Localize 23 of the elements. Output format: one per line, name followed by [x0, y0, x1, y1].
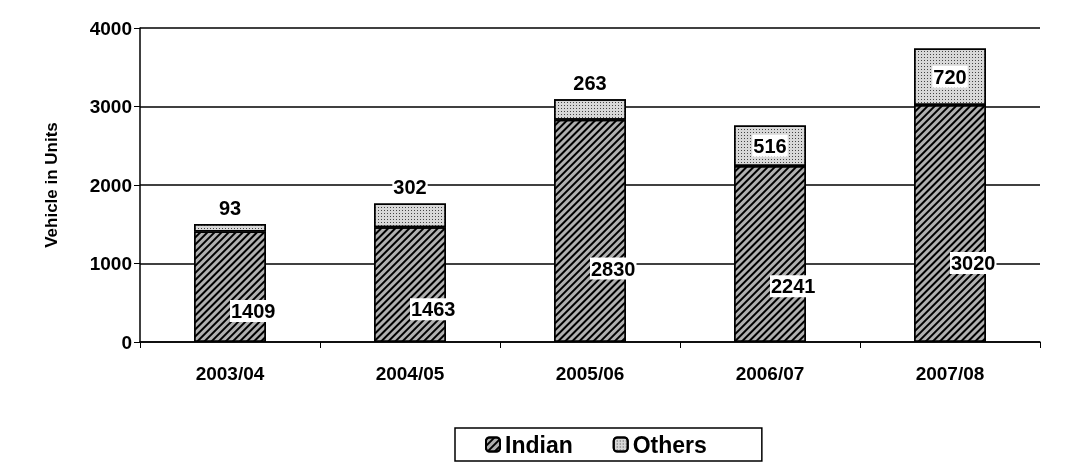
x-tick-label: 2006/07	[735, 363, 805, 384]
x-tick-label: 2005/06	[555, 363, 625, 384]
data-label: 302	[393, 176, 427, 199]
data-label: 93	[218, 197, 242, 220]
data-label: 1409	[231, 299, 276, 322]
x-tick-label: 2007/08	[915, 363, 985, 384]
y-tick-label: 3000	[89, 96, 132, 117]
data-label: 720	[933, 65, 967, 88]
x-tick-label: 2003/04	[195, 363, 265, 384]
y-tick-label: 0	[121, 331, 132, 353]
x-tick-label: 2004/05	[375, 363, 445, 384]
y-tick-label: 1000	[89, 253, 132, 274]
data-label: 1463	[411, 298, 456, 321]
data-label: 516	[753, 134, 787, 157]
legend-label: Indian	[505, 431, 573, 458]
y-tick-label: 2000	[89, 174, 132, 196]
legend-label: Others	[632, 431, 707, 458]
y-axis-title: Vehicle in Units	[42, 122, 61, 248]
data-label: 3020	[951, 251, 996, 274]
y-tick-label: 4000	[89, 17, 132, 39]
data-label: 2241	[771, 275, 816, 298]
data-label: 263	[573, 72, 607, 95]
data-label: 2830	[591, 257, 636, 280]
